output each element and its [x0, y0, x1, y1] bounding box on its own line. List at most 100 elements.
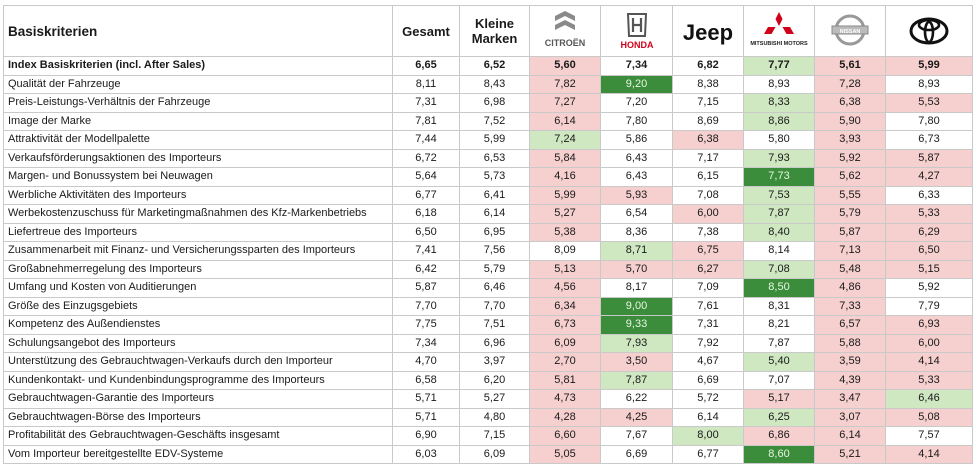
kleine-marken-value: 6,46 — [459, 278, 530, 298]
citroen-value: 5,60 — [529, 56, 601, 76]
criterion-label: Attraktivität der Modellpalette — [3, 130, 393, 150]
table-row: Margen- und Bonussystem bei Neuwagen 5,64… — [3, 167, 973, 187]
criterion-label: Vom Importeur bereitgestellte EDV-System… — [3, 444, 393, 464]
toyota-value: 6,46 — [885, 389, 973, 409]
kleine-marken-value: 6,98 — [459, 93, 530, 113]
jeep-logo-text: Jeep — [683, 20, 733, 45]
gesamt-value: 7,34 — [392, 333, 460, 353]
gesamt-value: 5,64 — [392, 167, 460, 187]
citroen-value: 5,99 — [529, 185, 601, 205]
citroen-value: 5,84 — [529, 148, 601, 168]
jeep-value: 6,38 — [672, 130, 744, 150]
nissan-value: 3,47 — [814, 389, 886, 409]
kleine-marken-header: Kleine Marken — [459, 5, 530, 57]
kleine-marken-value: 5,79 — [459, 259, 530, 279]
table-row: Zusammenarbeit mit Finanz- und Versicher… — [3, 241, 973, 261]
nissan-value: 3,59 — [814, 352, 886, 372]
table-row: Größe des Einzugsgebiets 7,70 7,70 6,34 9,00… — [3, 296, 973, 316]
citroen-value: 2,70 — [529, 352, 601, 372]
mitsubishi-value: 5,80 — [743, 130, 815, 150]
toyota-value: 6,33 — [885, 185, 973, 205]
gesamt-value: 6,72 — [392, 148, 460, 168]
criterion-label: Qualität der Fahrzeuge — [3, 74, 393, 94]
citroen-value: 6,34 — [529, 296, 601, 316]
nissan-header: NISSAN — [814, 5, 886, 57]
kleine-marken-value: 7,56 — [459, 241, 530, 261]
jeep-value: 7,15 — [672, 93, 744, 113]
header-row: Basiskriterien Gesamt Kleine Marken CITR… — [3, 5, 973, 57]
nissan-value: 5,61 — [814, 56, 886, 76]
kleine-marken-value: 7,70 — [459, 296, 530, 316]
mitsubishi-logo-text: MITSUBISHI MOTORS — [750, 41, 808, 47]
criteria-header: Basiskriterien — [3, 5, 393, 57]
gesamt-value: 6,42 — [392, 259, 460, 279]
gesamt-value: 7,41 — [392, 241, 460, 261]
mitsubishi-value: 6,25 — [743, 407, 815, 427]
kleine-marken-value: 6,53 — [459, 148, 530, 168]
nissan-value: 5,90 — [814, 111, 886, 131]
nissan-value: 7,33 — [814, 296, 886, 316]
criterion-label: Großabnehmerregelung des Importeurs — [3, 259, 393, 279]
gesamt-value: 5,71 — [392, 407, 460, 427]
citroen-value: 6,60 — [529, 426, 601, 446]
nissan-value: 5,88 — [814, 333, 886, 353]
mitsubishi-value: 7,73 — [743, 167, 815, 187]
citroen-logo-icon: CITROËN — [530, 6, 600, 56]
table-row: Gebrauchtwagen-Garantie des Importeurs 5,… — [3, 389, 973, 409]
mitsubishi-value: 7,08 — [743, 259, 815, 279]
mitsubishi-value: 7,07 — [743, 370, 815, 390]
citroen-value: 5,13 — [529, 259, 601, 279]
citroen-value: 5,38 — [529, 222, 601, 242]
table-row: Image der Marke 7,81 7,52 6,14 7,80 8,69 8,86 5… — [3, 111, 973, 131]
honda-value: 9,20 — [600, 74, 673, 94]
gesamt-value: 5,71 — [392, 389, 460, 409]
jeep-value: 6,15 — [672, 167, 744, 187]
mitsubishi-value: 8,50 — [743, 278, 815, 298]
toyota-value: 8,93 — [885, 74, 973, 94]
citroen-value: 4,28 — [529, 407, 601, 427]
jeep-value: 7,17 — [672, 148, 744, 168]
gesamt-value: 6,65 — [392, 56, 460, 76]
gesamt-value: 6,90 — [392, 426, 460, 446]
citroen-header: CITROËN — [529, 5, 601, 57]
nissan-value: 5,55 — [814, 185, 886, 205]
mitsubishi-value: 6,86 — [743, 426, 815, 446]
nissan-value: 5,62 — [814, 167, 886, 187]
kleine-marken-value: 4,80 — [459, 407, 530, 427]
table-row: Index Basiskriterien (incl. After Sales)… — [3, 56, 973, 76]
kleine-marken-value: 6,95 — [459, 222, 530, 242]
criterion-label: Margen- und Bonussystem bei Neuwagen — [3, 167, 393, 187]
jeep-value: 6,82 — [672, 56, 744, 76]
kleine-marken-value: 7,52 — [459, 111, 530, 131]
gesamt-value: 7,44 — [392, 130, 460, 150]
nissan-logo-icon: NISSAN — [815, 6, 885, 56]
jeep-logo-icon: Jeep — [673, 6, 743, 56]
table-row: Kundenkontakt- und Kundenbindungsprogram… — [3, 370, 973, 390]
nissan-value: 5,92 — [814, 148, 886, 168]
honda-value: 8,17 — [600, 278, 673, 298]
gesamt-value: 6,50 — [392, 222, 460, 242]
toyota-value: 4,14 — [885, 444, 973, 464]
table-row: Profitabilität des Gebrauchtwagen-Geschä… — [3, 426, 973, 446]
criterion-label: Gebrauchtwagen-Garantie des Importeurs — [3, 389, 393, 409]
mitsubishi-value: 8,40 — [743, 222, 815, 242]
nissan-value: 6,38 — [814, 93, 886, 113]
citroen-value: 7,82 — [529, 74, 601, 94]
table-row: Verkaufsförderungsaktionen des Importeur… — [3, 148, 973, 168]
criterion-label: Preis-Leistungs-Verhältnis der Fahrzeuge — [3, 93, 393, 113]
citroen-value: 7,24 — [529, 130, 601, 150]
honda-value: 5,86 — [600, 130, 673, 150]
table-row: Unterstützung des Gebrauchtwagen-Verkauf… — [3, 352, 973, 372]
nissan-value: 5,79 — [814, 204, 886, 224]
nissan-value: 5,48 — [814, 259, 886, 279]
honda-value: 9,33 — [600, 315, 673, 335]
criterion-label: Image der Marke — [3, 111, 393, 131]
citroen-value: 8,09 — [529, 241, 601, 261]
honda-value: 8,71 — [600, 241, 673, 261]
mitsubishi-logo-icon: MITSUBISHI MOTORS — [744, 6, 814, 56]
nissan-value: 5,21 — [814, 444, 886, 464]
table-row: Großabnehmerregelung des Importeurs 6,42 5… — [3, 259, 973, 279]
mitsubishi-header: MITSUBISHI MOTORS — [743, 5, 815, 57]
honda-value: 5,70 — [600, 259, 673, 279]
criterion-label: Zusammenarbeit mit Finanz- und Versicher… — [3, 241, 393, 261]
